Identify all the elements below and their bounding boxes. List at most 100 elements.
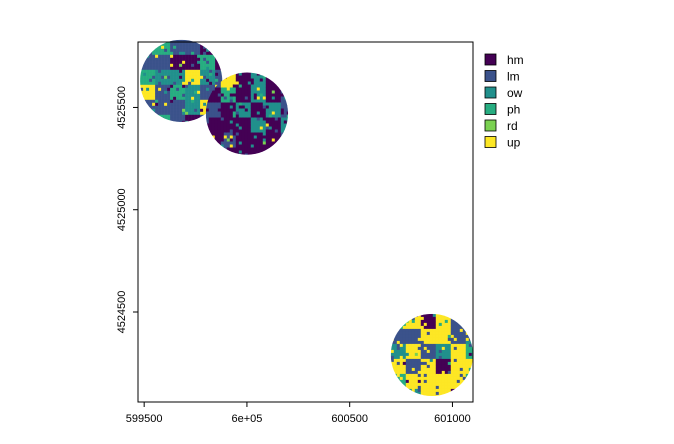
raster-cell [408,337,413,342]
raster-cell [253,105,258,109]
raster-cell [465,364,470,369]
raster-cell [417,382,422,387]
raster-cell [262,81,267,85]
raster-cell [456,361,461,366]
raster-cell [149,63,153,68]
raster-cell [274,126,279,130]
raster-cell [206,54,210,59]
raster-cell [235,99,240,103]
raster-cell [217,102,222,106]
raster-cell [203,66,207,71]
raster-cell [185,60,189,65]
raster-cell [265,132,270,136]
raster-cell [179,102,183,107]
raster-cell [429,349,434,354]
raster-cell [283,120,288,124]
raster-cell [280,90,285,94]
raster-cell [208,108,213,112]
raster-cell [185,90,189,95]
raster-cell [250,99,255,103]
raster-cell [143,81,147,86]
raster-cell [218,78,222,83]
raster-cell [185,102,189,107]
raster-cell [438,388,443,393]
raster-cell [417,331,422,336]
raster-cell [286,111,289,115]
raster-cell [220,108,225,112]
raster-cell [435,319,440,324]
raster-cell [393,364,398,369]
raster-cell [244,111,249,115]
raster-cell [271,108,276,112]
raster-cell [200,72,204,77]
raster-cell [447,325,452,330]
raster-cell [447,334,452,339]
raster-cell [211,129,216,133]
raster-cell [447,346,452,351]
raster-cell [220,96,225,100]
raster-cell [235,147,240,151]
raster-cell [247,129,252,133]
raster-cell [450,364,455,369]
raster-cell [408,316,413,321]
raster-cell [182,60,186,65]
raster-cell [465,358,470,363]
raster-cell [405,373,410,378]
raster-cell [185,84,189,89]
raster-cell [420,325,425,330]
raster-cell [414,328,419,333]
raster-cell [235,84,240,88]
raster-cell [179,105,183,110]
raster-cell [417,391,422,396]
raster-cell [441,316,446,321]
raster-cell [262,120,267,124]
raster-cell [194,78,198,83]
raster-cell [164,102,168,107]
raster-cell [423,334,428,339]
raster-cell [229,135,234,139]
raster-cell [429,358,434,363]
raster-cell [161,111,165,116]
raster-cell [262,93,267,97]
raster-cell [250,108,255,112]
raster-cell [212,51,216,56]
raster-cell [203,105,207,110]
raster-cell [197,108,201,113]
raster-cell [456,352,461,357]
raster-cell [253,150,258,154]
raster-cell [185,87,189,92]
raster-cell [149,78,153,83]
raster-cell [211,120,216,124]
raster-cell [274,141,279,145]
raster-cell [167,117,171,122]
raster-cell [173,69,177,74]
raster-cell [185,72,189,77]
raster-cell [402,358,407,363]
raster-cell [244,147,249,151]
raster-cell [238,147,243,151]
raster-cell [408,355,413,360]
raster-cell [200,42,204,47]
raster-cell [432,322,437,327]
raster-cell [152,72,156,77]
raster-cell [223,114,228,118]
raster-cell [268,81,273,85]
raster-cell [182,42,186,47]
raster-cell [244,135,249,139]
raster-cell [414,322,419,327]
raster-cell [238,150,243,154]
raster-cell [259,78,264,82]
raster-cell [149,96,153,101]
x-axis: 599500 6e+05 600500 601000 [126,402,471,425]
raster-cell [444,364,449,369]
raster-cell [209,60,213,65]
raster-cell [423,361,428,366]
raster-cell [405,376,410,381]
raster-cell [429,367,434,372]
raster-cell [399,340,404,345]
raster-cell [456,343,461,348]
raster-cell [170,72,174,77]
raster-cell [444,382,449,387]
raster-cell [152,69,156,74]
raster-cell [244,126,249,130]
